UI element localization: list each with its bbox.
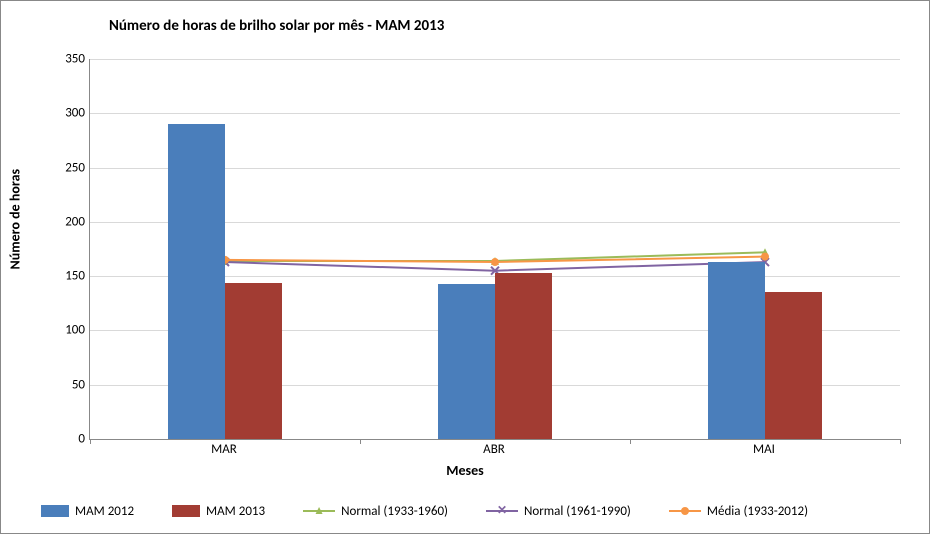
bar-MAM-2012 (708, 262, 765, 439)
legend-item: ✕ Normal (1961-1990) (486, 504, 631, 519)
y-tick-label: 350 (59, 52, 85, 67)
x-tick-label: ABR (483, 442, 505, 457)
legend-swatch: ▲ (303, 504, 335, 518)
gridline (90, 59, 900, 60)
legend-swatch: ✕ (486, 504, 518, 518)
legend-item: MAM 2012 (41, 504, 134, 519)
x-tick-label: MAI (753, 442, 775, 457)
chart-container: Número de horas de brilho solar por mês … (0, 0, 930, 534)
y-tick-label: 300 (59, 106, 85, 121)
legend: MAM 2012 MAM 2013 ▲ Normal (1933-1960) ✕ Norm… (41, 499, 909, 523)
legend-item: MAM 2013 (172, 504, 265, 519)
legend-swatch (669, 504, 701, 518)
legend-label: Normal (1933-1960) (341, 504, 448, 519)
y-tick-label: 250 (59, 160, 85, 175)
x-tick-label: MAR (211, 442, 237, 457)
y-axis-label: Número de horas (7, 169, 24, 270)
y-tick-label: 100 (59, 323, 85, 338)
legend-swatch (41, 505, 69, 517)
x-tick-mark (90, 439, 91, 444)
x-tick-mark (360, 439, 361, 444)
bar-MAM-2012 (168, 124, 225, 439)
bar-MAM-2012 (438, 284, 495, 439)
y-tick-label: 150 (59, 269, 85, 284)
marker-Média-(1933-2012) (491, 258, 499, 266)
chart-title: Número de horas de brilho solar por mês … (109, 17, 444, 35)
legend-label: Média (1933-2012) (707, 504, 808, 519)
y-tick-label: 50 (59, 377, 85, 392)
legend-item: ▲ Normal (1933-1960) (303, 504, 448, 519)
x-tick-mark (630, 439, 631, 444)
bar-MAM-2013 (225, 283, 282, 439)
x-axis-label: Meses (446, 462, 484, 479)
y-tick-label: 0 (59, 432, 85, 447)
legend-label: MAM 2012 (75, 504, 134, 519)
x-tick-mark (900, 439, 901, 444)
legend-swatch (172, 505, 200, 517)
plot-area (89, 59, 900, 440)
marker-Média-(1933-2012) (761, 253, 769, 261)
bar-MAM-2013 (765, 292, 822, 439)
legend-label: MAM 2013 (206, 504, 265, 519)
gridline (90, 113, 900, 114)
legend-item: Média (1933-2012) (669, 504, 808, 519)
bar-MAM-2013 (495, 273, 552, 439)
y-tick-label: 200 (59, 214, 85, 229)
legend-label: Normal (1961-1990) (524, 504, 631, 519)
